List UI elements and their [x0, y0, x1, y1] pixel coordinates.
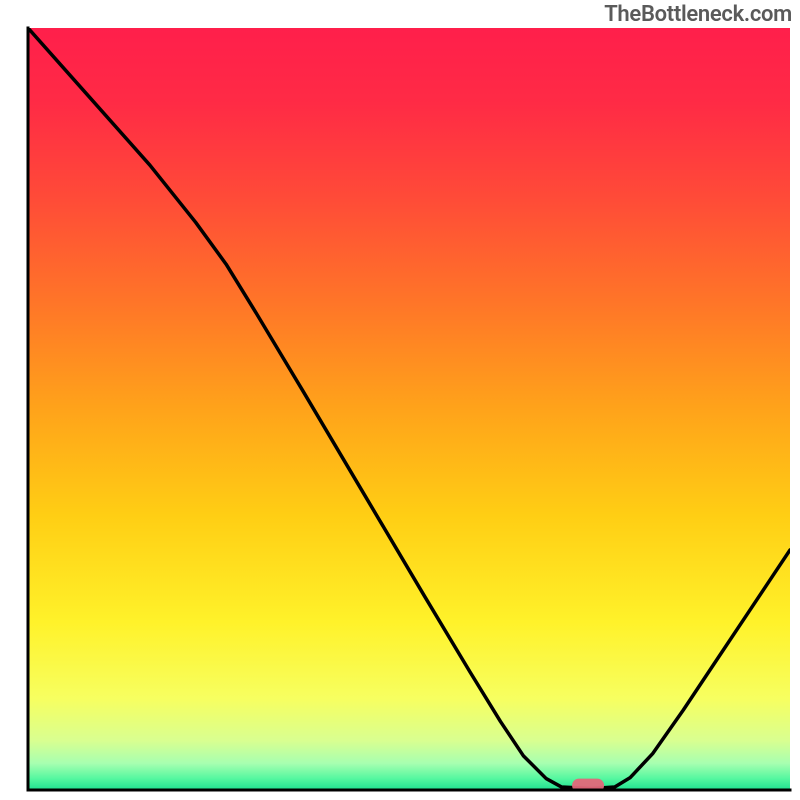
- plot-background-gradient: [28, 28, 790, 790]
- bottleneck-chart: TheBottleneck.com: [0, 0, 800, 800]
- chart-svg: [0, 0, 800, 800]
- watermark-text: TheBottleneck.com: [604, 2, 792, 27]
